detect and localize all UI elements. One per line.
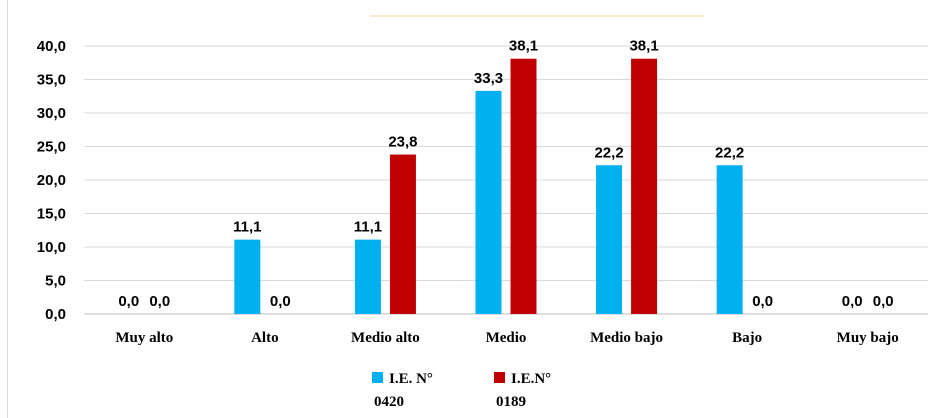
chart-frame-edge (7, 0, 8, 418)
x-category-label: Muy alto (115, 330, 173, 346)
x-category-label: Alto (251, 330, 279, 346)
legend-label: 0420 (374, 394, 404, 410)
y-tick-label: 5,0 (45, 273, 66, 290)
data-label: 23,8 (388, 134, 417, 151)
x-category-label: Bajo (732, 330, 762, 346)
data-label: 0,0 (752, 293, 773, 310)
y-tick-label: 25,0 (37, 139, 66, 156)
data-label: 0,0 (149, 293, 170, 310)
data-label: 0,0 (842, 293, 863, 310)
legend: I.E. N° 0420 I.E.N° 0189 (372, 371, 551, 410)
bar-2-2 (389, 154, 416, 314)
y-axis-ticks: 0,0 5,0 10,0 15,0 20,0 25,0 30,0 35,0 40,0 (37, 38, 66, 323)
data-labels: 0,0 0,0 11,1 0,0 11,1 23,8 33,3 38,1 22,2 38,1 22,… (118, 38, 893, 310)
x-category-label: Medio alto (351, 330, 420, 346)
bars (234, 58, 743, 315)
data-label: 22,2 (594, 144, 623, 161)
y-tick-label: 10,0 (37, 239, 66, 256)
data-label: 11,1 (233, 219, 261, 236)
bar-1-1 (234, 239, 261, 314)
y-tick-label: 30,0 (37, 105, 66, 122)
data-label: 0,0 (873, 293, 894, 310)
bar-1-4 (596, 165, 623, 314)
y-tick-label: 0,0 (45, 306, 66, 323)
data-label: 11,1 (354, 219, 382, 236)
data-label: 33,3 (474, 70, 503, 87)
bar-2-4 (631, 58, 658, 315)
data-label: 22,2 (715, 144, 744, 161)
bar-1-3 (475, 90, 502, 314)
legend-label: I.E. N° (389, 371, 433, 387)
legend-label: 0189 (496, 394, 526, 410)
data-label: 38,1 (629, 38, 658, 55)
legend-label: I.E.N° (511, 371, 551, 387)
bar-2-3 (510, 58, 537, 315)
y-tick-label: 40,0 (37, 38, 66, 55)
y-tick-label: 20,0 (37, 172, 66, 189)
x-category-label: Muy bajo (837, 330, 899, 346)
data-label: 0,0 (270, 293, 291, 310)
x-category-label: Medio bajo (590, 330, 663, 346)
x-category-label: Medio (486, 330, 527, 346)
x-axis-categories: Muy alto Alto Medio alto Medio Medio bajo Baj… (115, 330, 898, 346)
data-label: 38,1 (509, 38, 538, 55)
y-tick-label: 35,0 (37, 72, 66, 89)
legend-swatch (494, 372, 505, 383)
bar-1-2 (354, 239, 381, 314)
bar-1-5 (716, 165, 743, 314)
data-label: 0,0 (118, 293, 139, 310)
legend-swatch (372, 372, 383, 383)
title-strip (370, 15, 705, 17)
gridlines (84, 45, 928, 315)
y-tick-label: 15,0 (37, 206, 66, 223)
